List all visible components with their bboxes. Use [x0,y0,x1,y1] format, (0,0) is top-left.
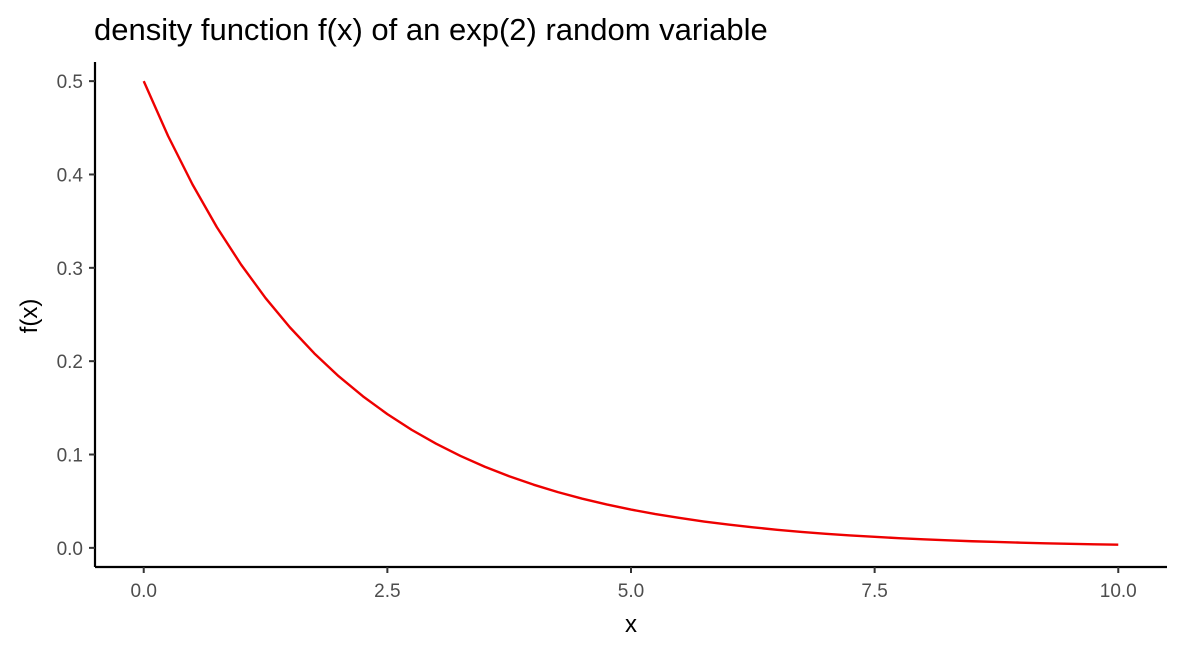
x-tick-label: 2.5 [374,581,400,602]
plot-area [142,80,1119,546]
density-curve [142,80,1119,546]
y-axis-title: f(x) [16,299,43,334]
y-tick-label: 0.3 [57,259,83,280]
x-tick-label: 10.0 [1100,581,1137,602]
x-axis: 0.0 2.5 5.0 7.5 10.0 [95,565,1167,602]
x-tick-label: 5.0 [618,581,644,602]
x-axis-title: x [625,611,637,638]
y-tick-label: 0.5 [57,72,83,93]
x-tick-label: 0.0 [131,581,157,602]
y-tick-label: 0.2 [57,352,83,373]
y-axis: 0.0 0.1 0.2 0.3 0.4 0.5 [57,62,97,567]
y-tick-label: 0.4 [57,165,84,186]
chart-title: density function f(x) of an exp(2) rando… [94,12,768,47]
y-tick-label: 0.1 [57,446,83,467]
y-tick-label: 0.0 [57,539,83,560]
x-tick-label: 7.5 [861,581,887,602]
